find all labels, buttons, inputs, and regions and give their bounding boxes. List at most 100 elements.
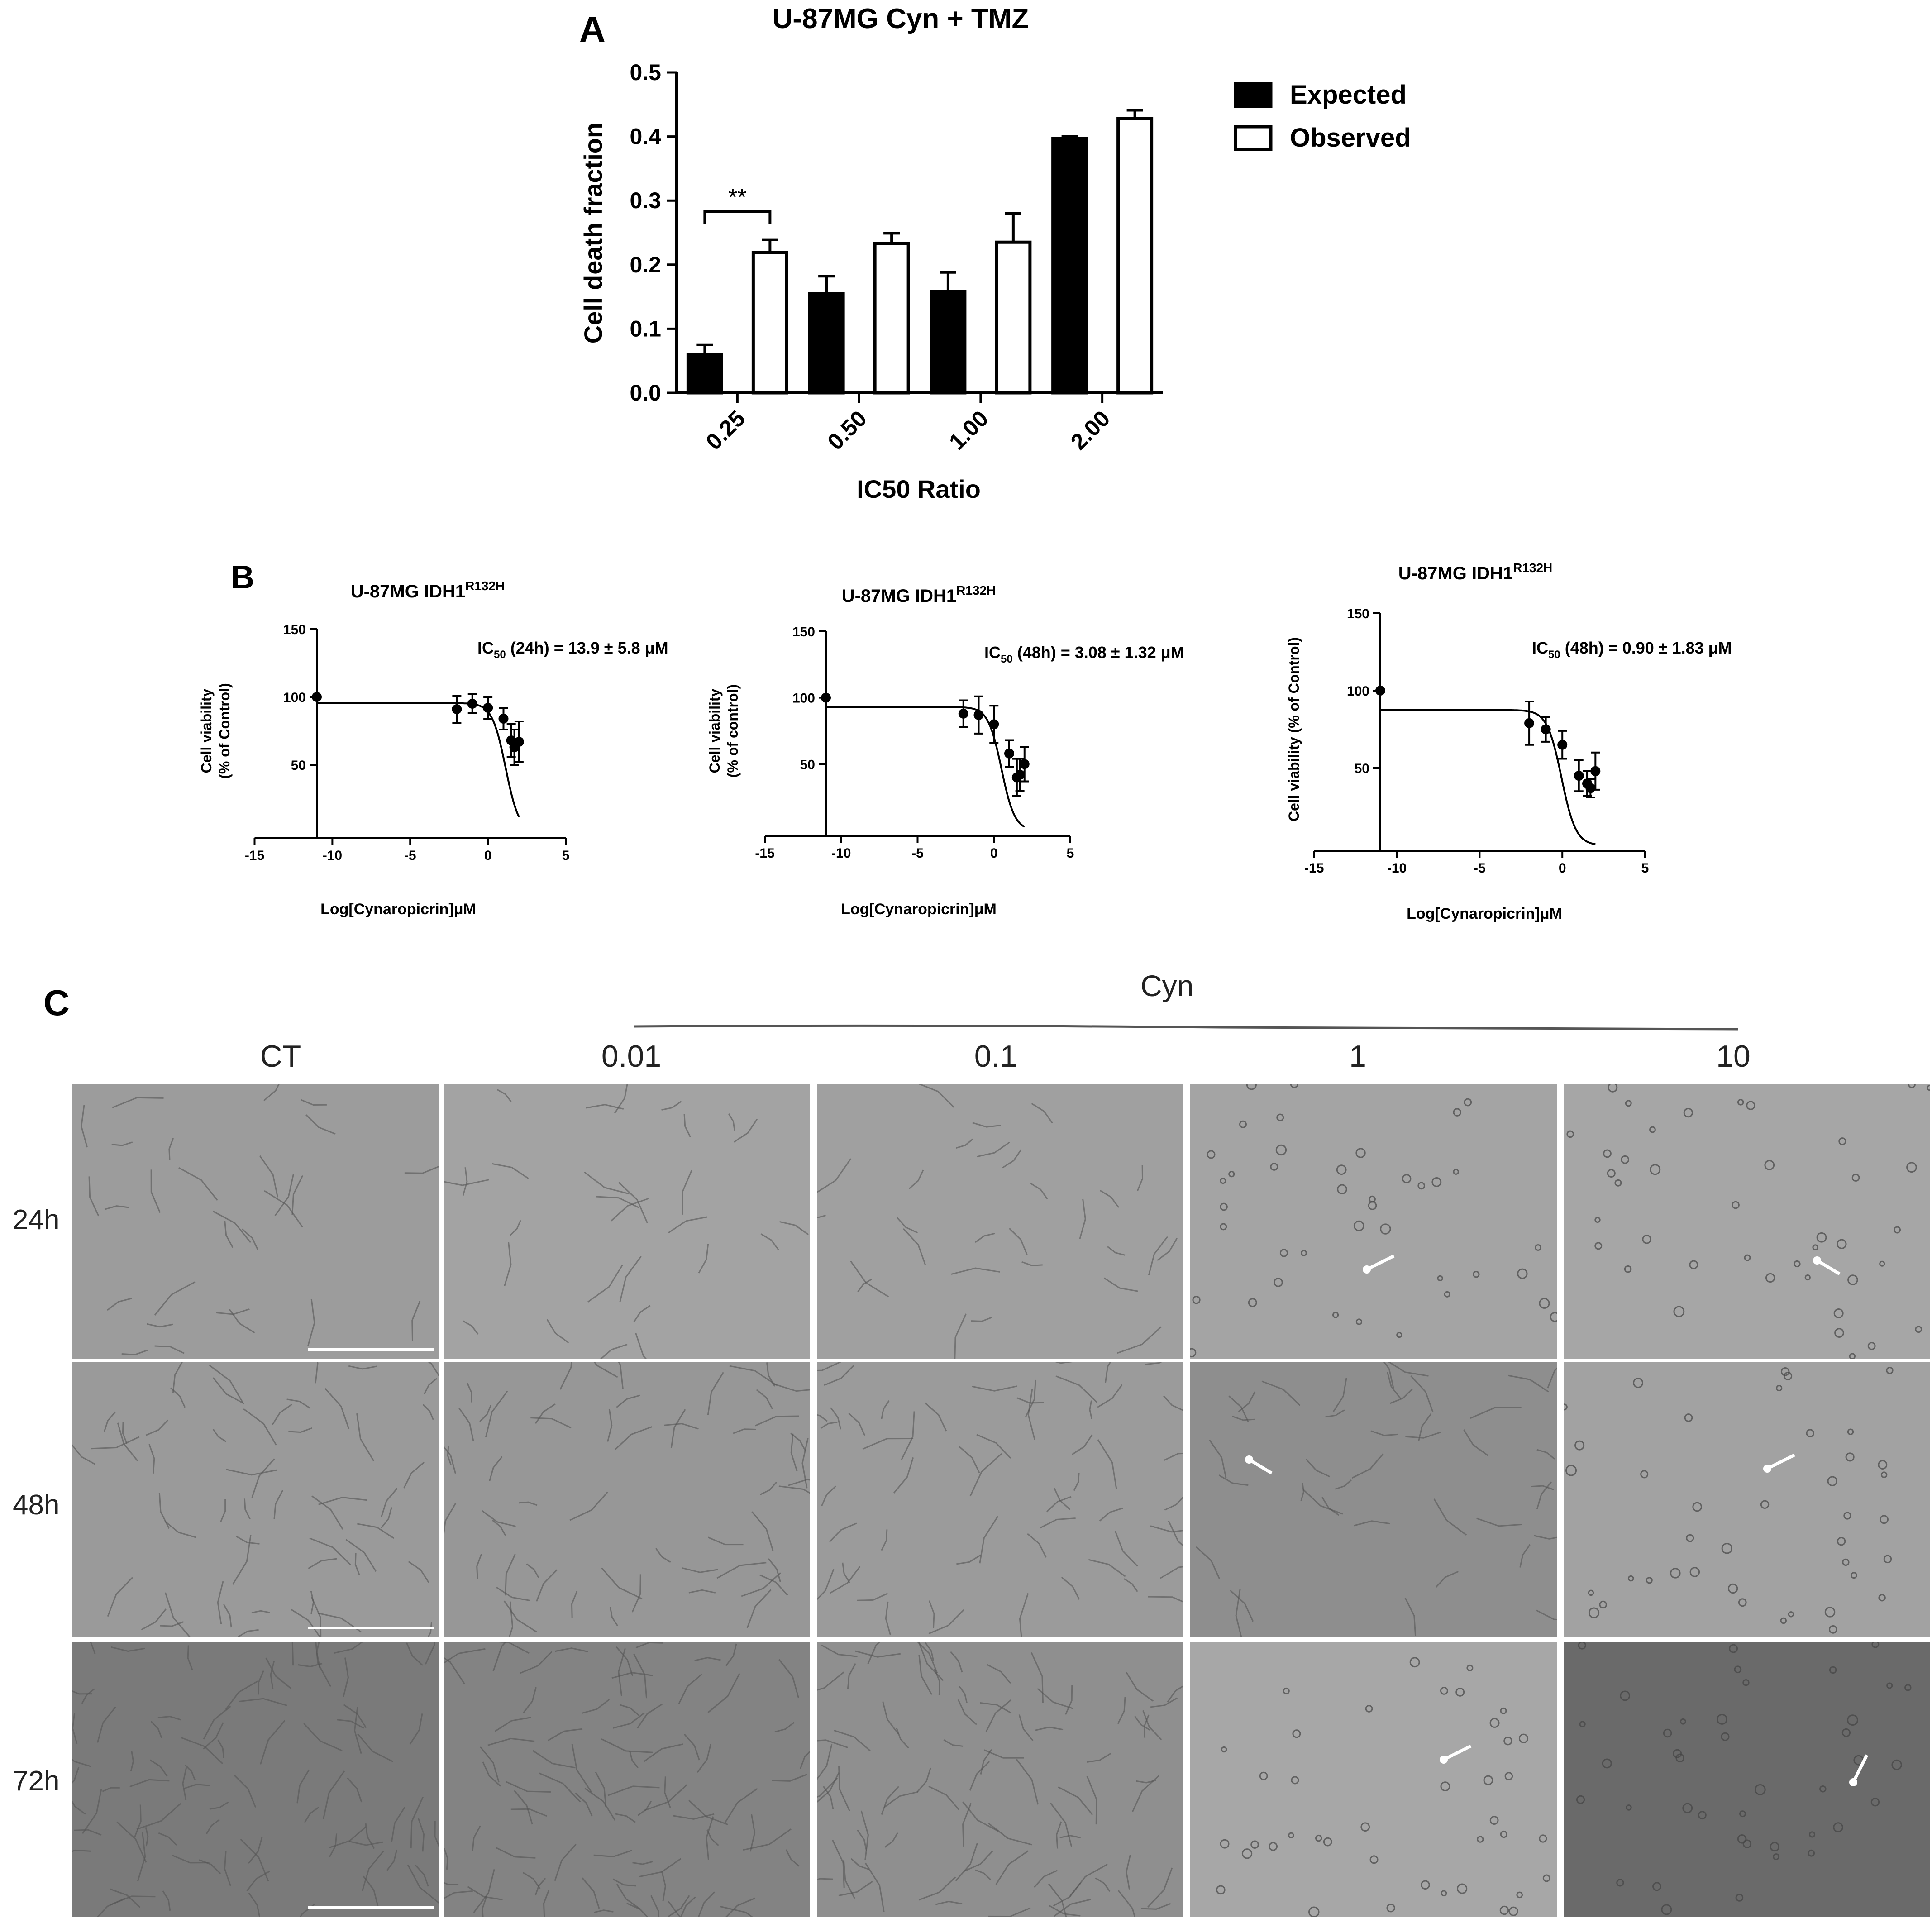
data-point xyxy=(1019,759,1030,769)
cell-shape xyxy=(1633,1378,1644,1388)
cell-shape xyxy=(1396,1331,1402,1338)
cell-shape xyxy=(415,1865,429,1887)
cell-shape xyxy=(487,1737,535,1746)
cell-shape xyxy=(1539,1298,1550,1309)
cell-shape xyxy=(864,1862,885,1912)
white-arrow-head xyxy=(1245,1455,1253,1464)
cell-shape xyxy=(288,1427,312,1433)
micrograph-24h-1 xyxy=(1190,1084,1557,1359)
cell-shape xyxy=(969,1453,1002,1497)
cell-shape xyxy=(1626,1804,1632,1811)
micrograph-background xyxy=(444,1642,810,1917)
cell-shape xyxy=(181,1737,223,1764)
cell-shape xyxy=(633,1305,651,1322)
cell-shape xyxy=(1539,1834,1547,1843)
micrograph-72h-1 xyxy=(1190,1642,1557,1917)
panel-letter-c: C xyxy=(43,983,70,1023)
y-tick-label: 50 xyxy=(1355,761,1369,776)
cell-shape xyxy=(422,1404,434,1420)
cell-shape xyxy=(212,1428,227,1442)
cell-shape xyxy=(1321,1497,1340,1516)
cell-shape xyxy=(821,1485,836,1507)
cell-shape xyxy=(72,1801,86,1815)
cell-shape xyxy=(482,1761,501,1787)
cell-shape xyxy=(407,1864,439,1904)
cell-shape xyxy=(1770,1842,1780,1852)
cell-shape xyxy=(1673,1749,1682,1758)
cell-shape xyxy=(1123,1578,1138,1592)
cell-shape xyxy=(417,1817,425,1852)
cell-shape xyxy=(772,1383,810,1392)
cell-shape xyxy=(916,1642,938,1674)
cell-shape xyxy=(1018,1714,1034,1742)
data-point xyxy=(1015,769,1025,780)
row-label-24h: 24h xyxy=(13,1204,60,1236)
cell-shape xyxy=(492,1520,506,1536)
cell-shape xyxy=(116,1821,147,1863)
cell-shape xyxy=(1228,1395,1249,1423)
x-tick-label: 0 xyxy=(990,846,998,861)
cell-shape xyxy=(329,1833,338,1857)
cell-shape xyxy=(150,1169,161,1213)
cell-shape xyxy=(1489,1718,1500,1728)
cell-shape xyxy=(790,1432,806,1452)
cell-shape xyxy=(838,1880,873,1896)
cell-shape xyxy=(1144,1714,1150,1738)
cell-shape xyxy=(145,1419,169,1436)
cell-shape xyxy=(916,1767,931,1793)
cell-shape xyxy=(1238,1391,1256,1412)
cell-shape xyxy=(759,1481,778,1495)
cell-shape xyxy=(979,1516,999,1564)
cell-shape xyxy=(683,1114,691,1138)
cell-shape xyxy=(893,1457,914,1494)
legend-label-observed: Observed xyxy=(1290,123,1411,153)
cell-shape xyxy=(1088,1559,1126,1577)
cell-shape xyxy=(1886,1682,1893,1689)
data-point xyxy=(1585,783,1596,793)
cell-shape xyxy=(1453,1108,1461,1117)
cell-shape xyxy=(850,1858,869,1871)
cell-shape xyxy=(571,1591,578,1618)
cell-shape xyxy=(130,1751,134,1771)
cell-shape xyxy=(476,1554,482,1579)
y-tick-label: 0.2 xyxy=(630,252,661,277)
cell-shape xyxy=(1608,1084,1618,1093)
cell-shape xyxy=(1737,1834,1747,1844)
white-arrow xyxy=(1366,1254,1395,1271)
cell-shape xyxy=(1270,1163,1278,1171)
cell-shape xyxy=(1847,1274,1858,1285)
cell-shape xyxy=(618,1362,624,1389)
cell-shape xyxy=(1473,1270,1480,1278)
cell-shape xyxy=(182,1767,187,1800)
cell-shape xyxy=(824,1365,854,1386)
cell-shape xyxy=(391,1807,405,1842)
cell-shape xyxy=(309,1537,352,1565)
data-point xyxy=(1524,718,1535,728)
bar-observed xyxy=(751,251,788,395)
cell-shape xyxy=(89,1642,96,1654)
cell-shape xyxy=(1834,1328,1844,1338)
cell-shape xyxy=(1734,1665,1742,1674)
cell-shape xyxy=(148,1444,155,1474)
cell-shape xyxy=(1404,1597,1417,1636)
cell-shape xyxy=(104,1205,129,1210)
data-point xyxy=(1541,724,1551,735)
cell-shape xyxy=(950,1651,963,1673)
cell-shape xyxy=(1829,1666,1837,1674)
cell-shape xyxy=(790,1433,798,1471)
cell-shape xyxy=(220,1499,226,1522)
cell-shape xyxy=(1009,1228,1028,1255)
cell-shape xyxy=(817,1158,852,1193)
cell-shape xyxy=(1661,1904,1672,1915)
cell-shape xyxy=(716,1562,767,1579)
cell-shape xyxy=(928,1609,964,1635)
cell-shape xyxy=(1576,1795,1585,1804)
cell-shape xyxy=(1368,1201,1377,1210)
cell-shape xyxy=(162,1890,171,1911)
cell-shape xyxy=(1056,1821,1062,1849)
cell-shape xyxy=(1192,1296,1201,1304)
chart-title: U-87MG Cyn + TMZ xyxy=(773,3,1029,34)
cell-shape xyxy=(820,1421,838,1429)
cell-shape xyxy=(1670,1568,1681,1579)
x-axis-label: Log[Cynaropicrin]μM xyxy=(320,901,476,918)
